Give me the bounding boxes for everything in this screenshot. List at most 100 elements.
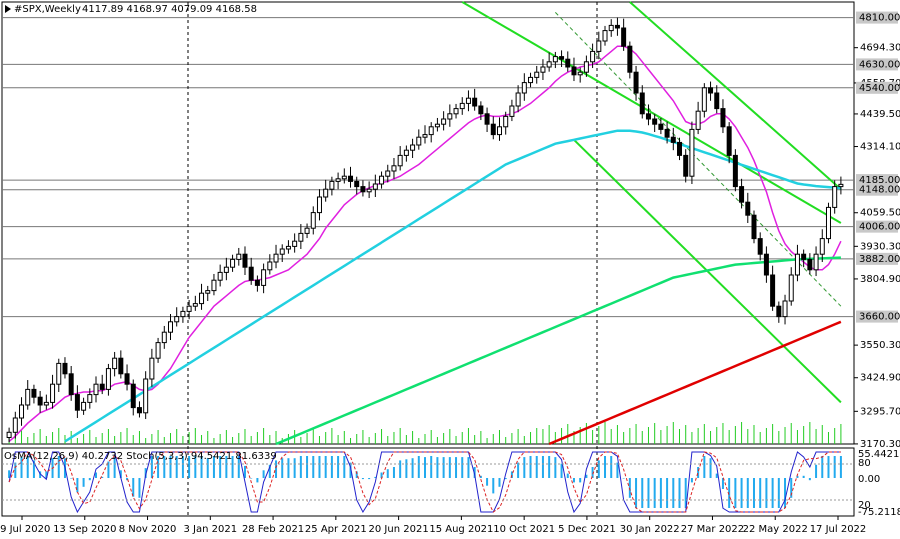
volume-bar <box>381 429 383 444</box>
osma-bar <box>765 478 768 508</box>
price-tick-label: 3424.90 <box>860 373 900 384</box>
candle <box>118 350 124 379</box>
candle <box>105 363 111 396</box>
volume-bar <box>418 438 420 444</box>
osma-bar <box>777 478 780 508</box>
time-tick-label: 27 Mar 2022 <box>681 524 744 535</box>
osma-bar <box>343 456 346 478</box>
osma-bar <box>821 456 824 478</box>
level-tag-label: 3660.00 <box>859 312 900 323</box>
level-tag <box>856 220 898 233</box>
osma-bar <box>355 471 358 478</box>
osma-bar <box>361 478 364 480</box>
volume-bar <box>765 428 767 444</box>
volume-bar <box>312 429 314 444</box>
candle <box>763 246 769 283</box>
candle <box>770 265 776 311</box>
osma-bar <box>473 467 476 478</box>
volume-bar <box>157 430 159 444</box>
candle <box>230 254 236 272</box>
time-tick-label: 3 Jan 2021 <box>184 524 238 535</box>
candle <box>267 254 273 275</box>
candle <box>329 176 335 196</box>
candle <box>838 176 844 195</box>
candle <box>50 374 56 409</box>
volume-bar <box>219 434 221 444</box>
ohlc-label: 4117.89 4168.97 4079.09 4168.58 <box>82 4 257 15</box>
osma-bar <box>386 469 389 478</box>
osma-bar <box>293 458 296 478</box>
candle <box>379 171 385 189</box>
volume-bar <box>132 435 134 444</box>
osma-bar <box>368 478 371 480</box>
candle <box>472 88 478 111</box>
osma-bar <box>535 456 538 478</box>
volume-bar <box>52 432 54 444</box>
candle <box>360 180 366 197</box>
candle <box>155 337 161 363</box>
candle <box>37 390 43 413</box>
volume-bar <box>548 425 550 444</box>
volume-bar <box>604 422 606 444</box>
candle <box>416 129 422 150</box>
volume-bar <box>430 430 432 444</box>
osma-bar <box>424 457 426 478</box>
volume-bar <box>182 436 184 444</box>
volume-bar <box>666 426 668 444</box>
candle <box>422 125 428 144</box>
ma-50-line <box>64 129 842 443</box>
volume-bar <box>107 429 109 444</box>
candle <box>590 43 596 69</box>
volume-bar <box>151 434 153 444</box>
candle <box>621 18 627 51</box>
volume-bar <box>405 435 407 444</box>
oscillator-tick-label: 80 <box>858 458 871 469</box>
osma-bar <box>181 456 184 478</box>
volume-bar <box>542 429 544 444</box>
candle <box>93 376 99 403</box>
osma-bar <box>132 478 135 497</box>
volume-bar <box>412 431 414 444</box>
volume-bar <box>443 433 445 444</box>
candle <box>261 263 267 294</box>
osma-bar <box>523 457 526 478</box>
osma-bar <box>57 456 60 478</box>
candle <box>180 306 186 323</box>
level-tag <box>856 252 898 265</box>
volume-bar <box>138 431 140 444</box>
osma-bar <box>287 458 290 478</box>
volume-bar <box>213 438 215 444</box>
oscillator-tick-label: 20 <box>858 500 871 511</box>
candle <box>776 301 782 323</box>
candle <box>484 107 490 132</box>
volume-bar <box>561 428 563 444</box>
time-tick-label: 25 Apr 2021 <box>305 524 367 535</box>
candle <box>515 85 521 113</box>
volume-bar <box>536 428 538 444</box>
osma-bar <box>399 460 402 478</box>
osma-bar <box>76 478 79 493</box>
time-tick-label: 22 May 2022 <box>743 524 808 535</box>
oscillator-plot <box>2 451 854 514</box>
volume-bar <box>753 425 755 444</box>
candle <box>521 73 527 101</box>
candle <box>403 145 409 162</box>
candle <box>701 83 707 118</box>
candle <box>627 41 633 79</box>
candle <box>25 380 31 410</box>
price-tick-label: 4314.10 <box>860 142 900 153</box>
candle <box>273 244 279 269</box>
candle <box>285 240 291 254</box>
volume-bar <box>194 428 196 444</box>
volume-bar <box>145 438 147 444</box>
volume-bar <box>635 424 637 444</box>
volume-bar <box>796 430 798 444</box>
volume-bar <box>734 426 736 444</box>
time-tick-label: 10 Oct 2021 <box>493 524 555 535</box>
candle <box>366 181 372 199</box>
volume-bar <box>654 423 656 444</box>
candle <box>348 166 354 188</box>
osma-bar <box>610 456 613 478</box>
osma-bar <box>597 460 600 478</box>
osma-bar <box>194 456 197 478</box>
